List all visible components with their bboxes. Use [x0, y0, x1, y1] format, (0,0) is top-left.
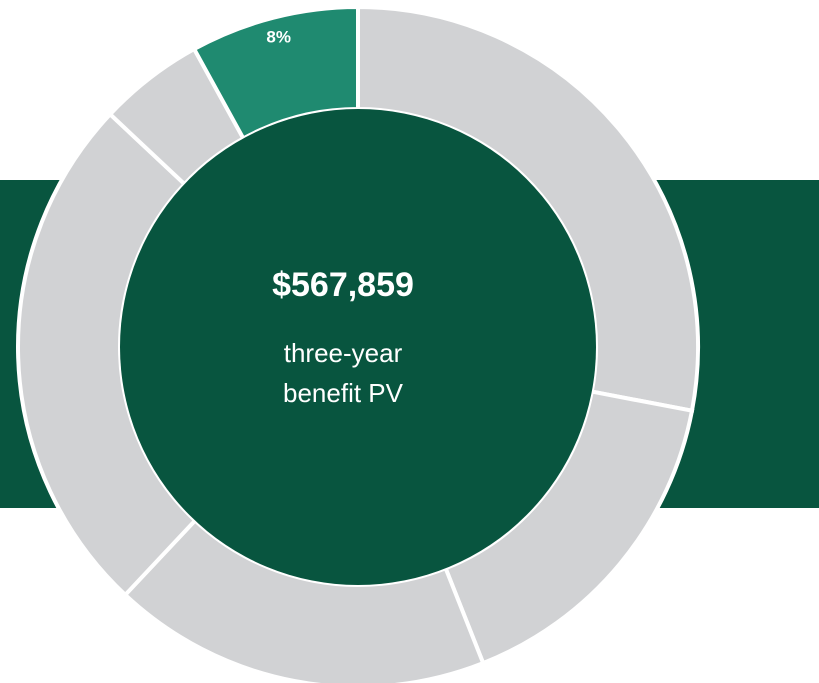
center-label: three-year	[284, 338, 403, 368]
donut	[16, 4, 700, 683]
center-value: $567,859	[272, 266, 414, 304]
donut-hole	[120, 109, 596, 585]
center-label: benefit PV	[283, 378, 404, 408]
data-label: 8%	[266, 28, 291, 47]
